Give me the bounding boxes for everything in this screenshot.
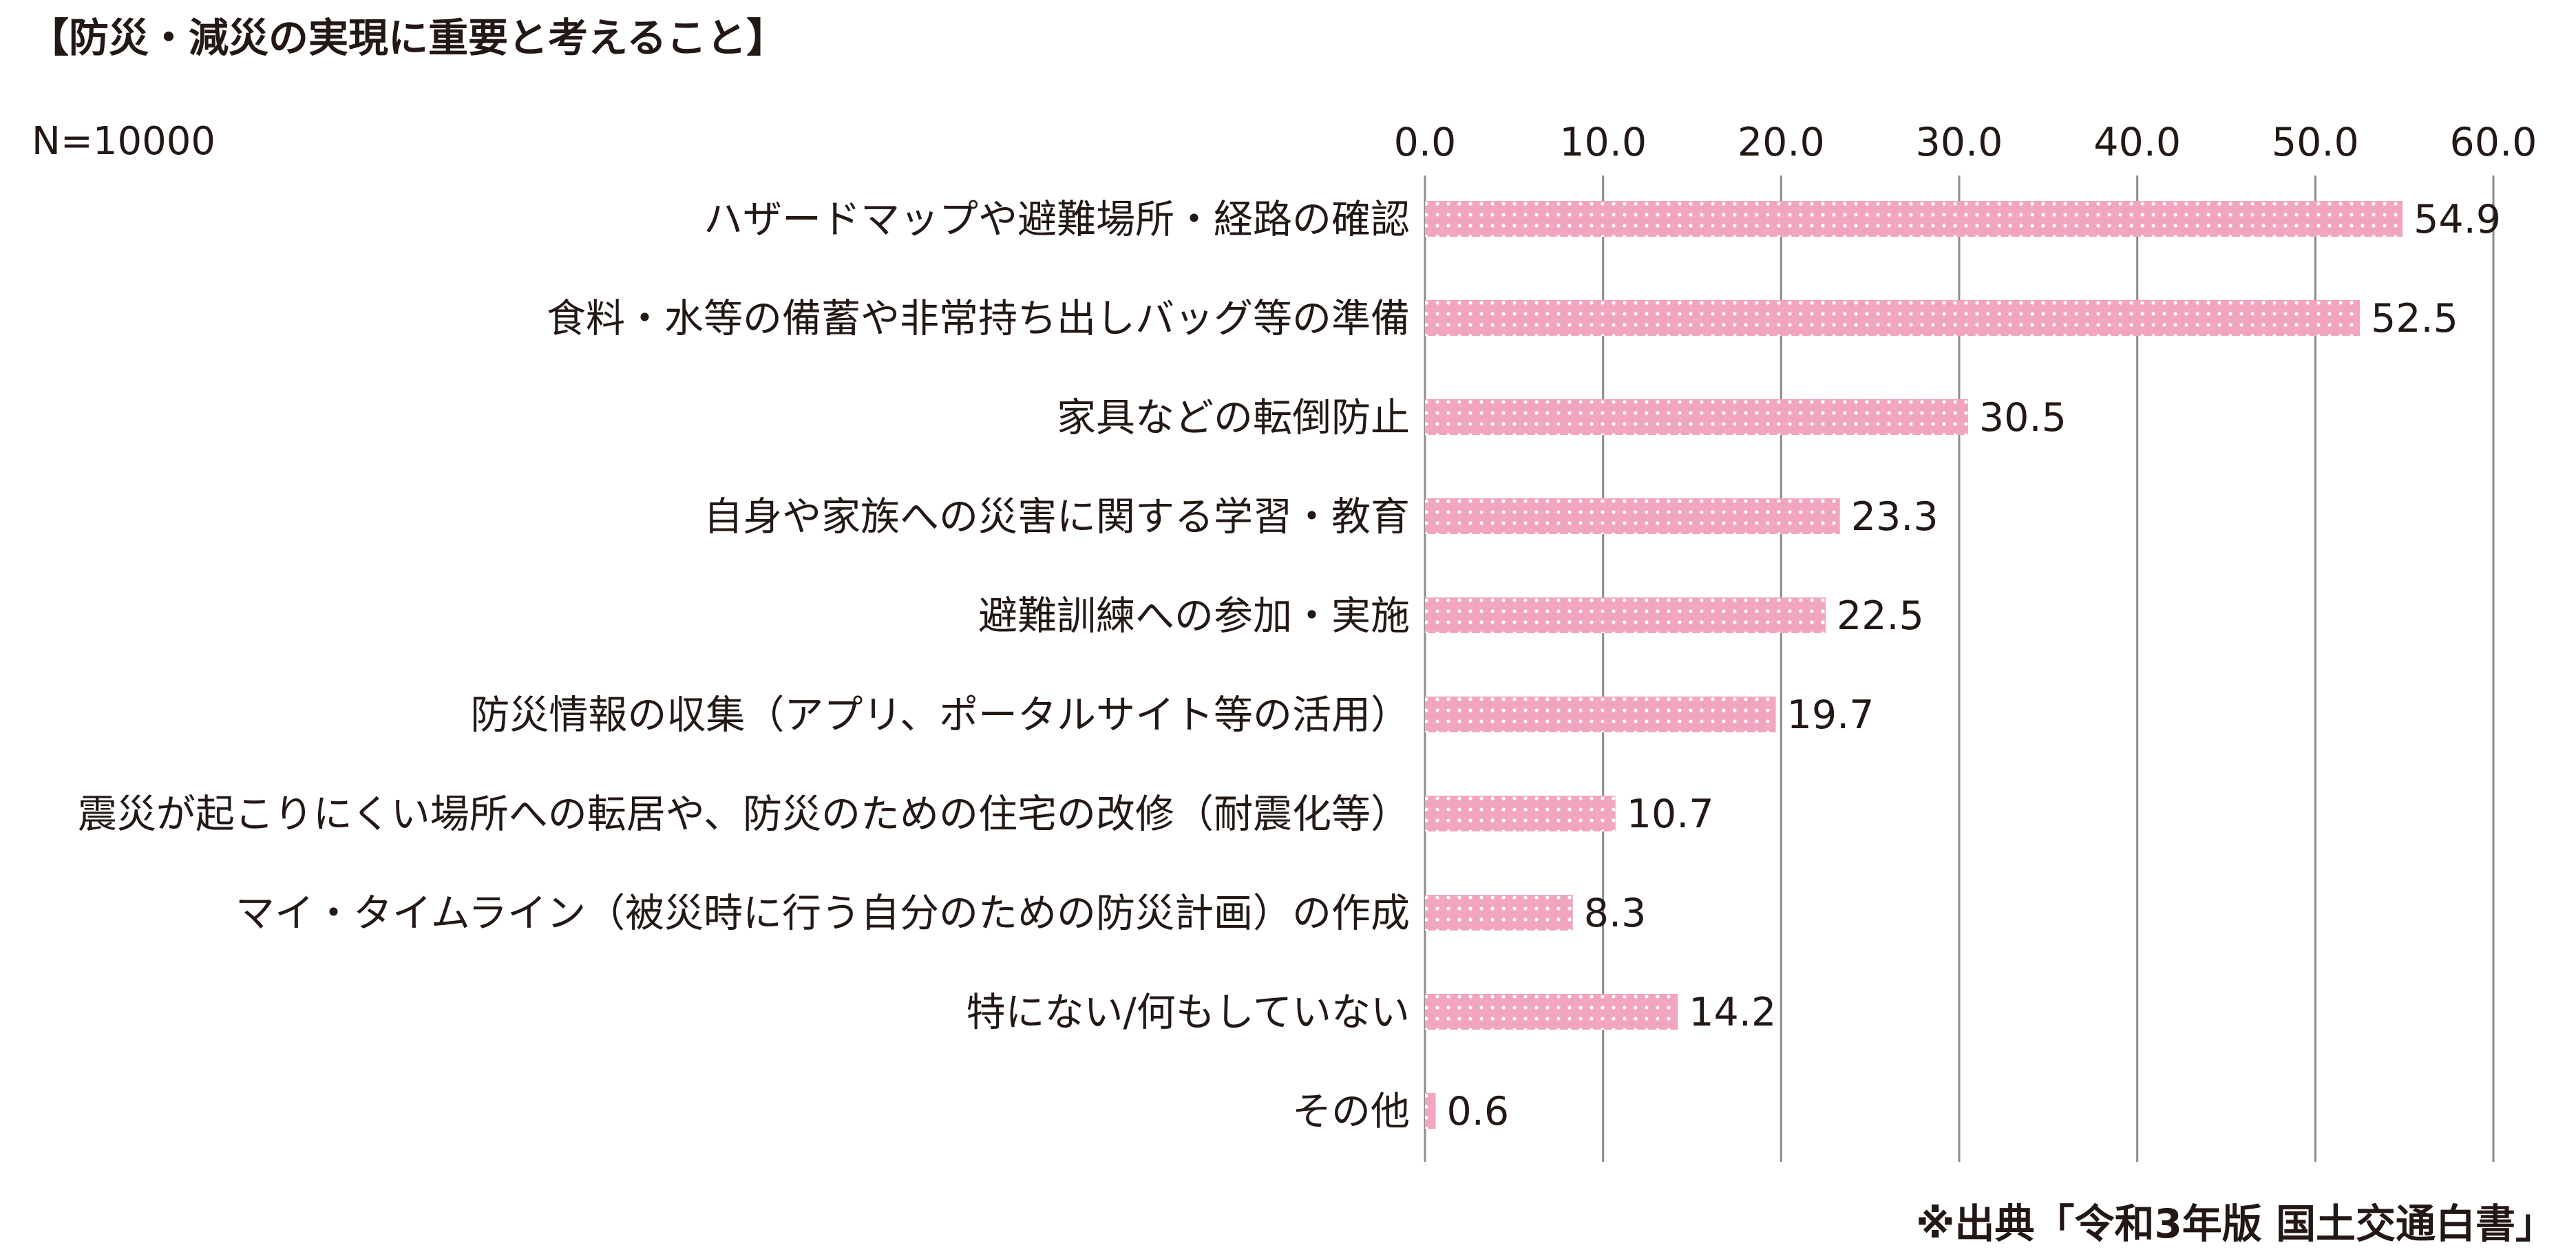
source-note: ※出典「令和3年版 国土交通白書」 [1916, 1200, 2555, 1247]
bar-3 [1425, 498, 1840, 534]
value-label-3: 23.3 [1851, 494, 1939, 540]
x-tick-label-2: 20.0 [1738, 120, 1825, 165]
category-label-2: 家具などの転倒防止 [1057, 395, 1410, 441]
category-label-3: 自身や家族への災害に関する学習・教育 [704, 494, 1410, 540]
value-label-6: 10.7 [1627, 792, 1714, 837]
value-label-1: 52.5 [2371, 296, 2458, 341]
category-label-9: その他 [1292, 1089, 1410, 1134]
value-label-0: 54.9 [2414, 197, 2501, 242]
tick-labels: 0.0 10.0 20.0 30.0 40.0 50.0 60.0 [1394, 120, 2537, 165]
bar-5 [1425, 697, 1776, 732]
x-tick-label-1: 10.0 [1559, 120, 1647, 165]
bar-9 [1425, 1093, 1436, 1129]
value-label-9: 0.6 [1447, 1089, 1510, 1134]
x-tick-label-6: 60.0 [2450, 120, 2537, 165]
category-label-6: 震災が起こりにくい場所への転居や、防災のための住宅の改修（耐震化等） [78, 792, 1410, 837]
sample-size: N=10000 [32, 119, 215, 164]
bar-2 [1425, 399, 1968, 435]
value-label-7: 8.3 [1584, 891, 1647, 936]
bar-8 [1425, 994, 1678, 1030]
bar-6 [1425, 796, 1616, 831]
category-label-0: ハザードマップや避難場所・経路の確認 [704, 197, 1410, 242]
grid-layer [1424, 176, 2495, 1162]
value-labels: 54.9 52.5 30.5 23.3 22.5 19.7 10.7 8.3 14.2 0.6 [1447, 197, 2501, 1134]
x-tick-label-4: 40.0 [2093, 120, 2181, 165]
value-label-4: 22.5 [1837, 593, 1924, 639]
bar-4 [1425, 597, 1826, 633]
category-label-7: マイ・タイムライン（被災時に行う自分のための防災計画）の作成 [235, 891, 1410, 936]
x-tick-label-3: 30.0 [1916, 120, 2003, 165]
x-tick-label-5: 50.0 [2272, 120, 2359, 165]
value-label-2: 30.5 [1979, 395, 2067, 441]
category-label-4: 避難訓練への参加・実施 [978, 593, 1410, 639]
chart-title: 【防災・減災の実現に重要と考えること】 [29, 14, 786, 61]
category-label-5: 防災情報の収集（アプリ、ポータルサイト等の活用） [470, 692, 1410, 738]
value-label-5: 19.7 [1787, 692, 1875, 738]
bar-7 [1425, 895, 1573, 931]
value-label-8: 14.2 [1689, 990, 1776, 1035]
x-tick-label-0: 0.0 [1394, 120, 1457, 165]
category-label-8: 特にない/何もしていない [967, 990, 1411, 1035]
category-labels: ハザードマップや避難場所・経路の確認食料・水等の備蓄や非常持ち出しバッグ等の準備… [78, 197, 1410, 1134]
bars [1425, 201, 2403, 1129]
bar-1 [1425, 300, 2360, 336]
bar-0 [1425, 201, 2403, 237]
category-label-1: 食料・水等の備蓄や非常持ち出しバッグ等の準備 [547, 296, 1410, 341]
